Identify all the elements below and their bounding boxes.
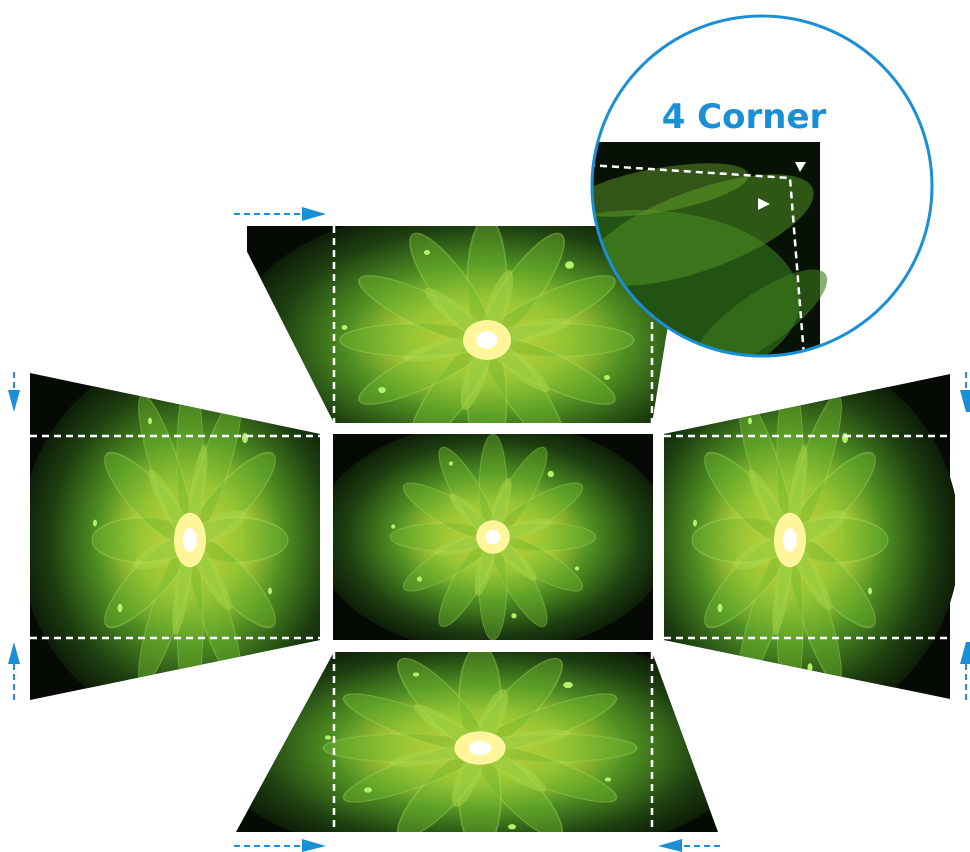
arrow-icon [8, 642, 20, 700]
arrow-icon [234, 839, 326, 852]
arrow-icon [960, 642, 970, 700]
arrow-icon [960, 372, 970, 412]
corner-zoom-callout: 4 Corner [590, 14, 934, 358]
triangle-marker-icon [795, 162, 806, 172]
center-panel [333, 434, 653, 640]
guide-lines [30, 226, 955, 832]
arrow-icon [234, 207, 326, 221]
callout-title: 4 Corner [662, 97, 827, 137]
triangle-marker-icon [758, 198, 770, 210]
bottom-panel [236, 652, 718, 832]
left-panel [30, 373, 320, 700]
direction-arrows [8, 207, 970, 852]
arrow-icon [8, 372, 20, 412]
arrow-icon [658, 839, 720, 852]
right-panel [664, 373, 955, 700]
